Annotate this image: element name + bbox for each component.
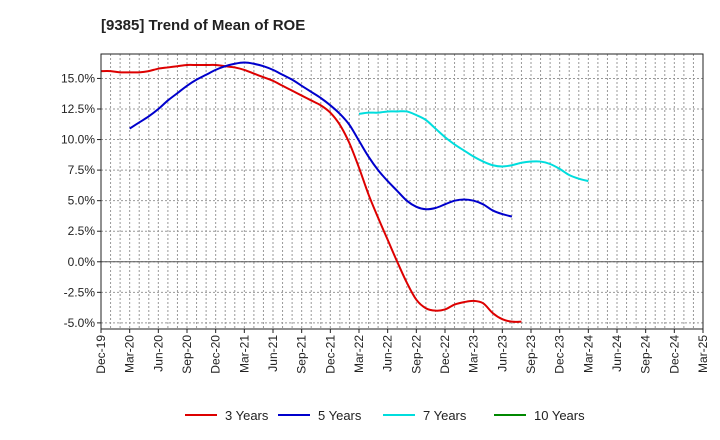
x-tick-label: Dec-19 (94, 335, 108, 374)
x-tick-label: Mar-20 (123, 335, 137, 373)
x-tick-label: Dec-22 (438, 335, 452, 374)
x-tick-label: Jun-21 (266, 335, 280, 372)
x-tick-label: Mar-23 (467, 335, 481, 373)
plot-area (101, 54, 703, 329)
x-tick-label: Dec-20 (209, 335, 223, 374)
x-tick-label: Mar-25 (696, 335, 710, 373)
legend-label: 10 Years (534, 408, 585, 423)
y-tick-label: 12.5% (61, 102, 95, 116)
x-tick-label: Sep-20 (180, 335, 194, 374)
y-tick-label: 2.5% (68, 224, 96, 238)
y-tick-label: 10.0% (61, 133, 95, 147)
x-tick-label: Sep-22 (409, 335, 423, 374)
x-tick-label: Mar-24 (581, 335, 595, 373)
chart-title: [9385] Trend of Mean of ROE (101, 17, 305, 34)
y-tick-label: 0.0% (68, 255, 96, 269)
x-tick-label: Sep-21 (295, 335, 309, 374)
y-tick-label: -5.0% (64, 316, 96, 330)
y-tick-label: 15.0% (61, 71, 95, 85)
legend-label: 5 Years (318, 408, 362, 423)
x-tick-label: Jun-20 (151, 335, 165, 372)
series-line-7-years (358, 110, 589, 183)
x-tick-label: Jun-23 (495, 335, 509, 372)
x-tick-label: Dec-21 (323, 335, 337, 374)
plot-frame (100, 53, 704, 330)
y-tick-label: 5.0% (68, 194, 96, 208)
series-lines (100, 61, 589, 323)
x-tick-label: Sep-24 (639, 335, 653, 374)
y-axis-ticks: 15.0% 12.5% 10.0% 7.5% 5.0% 2.5% 0.0% -2.5% -5.0… (61, 71, 101, 330)
x-tick-label: Mar-22 (352, 335, 366, 373)
gridlines (101, 54, 703, 329)
y-tick-label: 7.5% (68, 163, 96, 177)
y-tick-label: -2.5% (64, 285, 96, 299)
legend-label: 7 Years (423, 408, 467, 423)
x-tick-label: Dec-24 (667, 335, 681, 374)
x-tick-label: Mar-21 (237, 335, 251, 373)
series-line-3-years (100, 63, 522, 323)
x-tick-label: Jun-24 (610, 335, 624, 372)
x-axis-ticks: Dec-19 Mar-20 Jun-20 Sep-20 Dec-20 Mar-21 Jun-… (94, 329, 710, 374)
series-line-5-years (129, 61, 513, 218)
x-tick-label: Dec-23 (553, 335, 567, 374)
x-tick-label: Jun-22 (381, 335, 395, 372)
x-tick-label: Sep-23 (524, 335, 538, 374)
legend: 3 Years 5 Years 7 Years 10 Years (185, 408, 585, 423)
legend-label: 3 Years (225, 408, 269, 423)
